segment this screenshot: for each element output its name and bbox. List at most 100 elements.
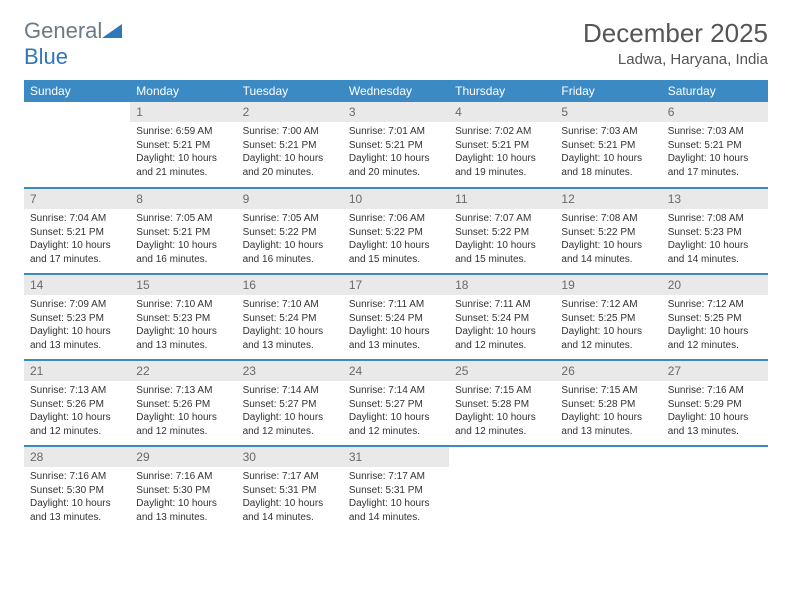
daylight-line: Daylight: 10 hours and 13 minutes. [349,325,443,352]
daylight-line: Daylight: 10 hours and 12 minutes. [455,411,549,438]
sunset-line: Sunset: 5:21 PM [349,139,443,153]
sunset-line: Sunset: 5:28 PM [561,398,655,412]
sunrise-line: Sunrise: 7:06 AM [349,212,443,226]
calendar-day-cell: 12Sunrise: 7:08 AMSunset: 5:22 PMDayligh… [555,188,661,274]
calendar-empty-cell [449,446,555,532]
daylight-line: Daylight: 10 hours and 17 minutes. [668,152,762,179]
daylight-line: Daylight: 10 hours and 13 minutes. [561,411,655,438]
page-title: December 2025 [583,18,768,49]
daylight-line: Daylight: 10 hours and 14 minutes. [668,239,762,266]
daylight-line: Daylight: 10 hours and 12 minutes. [136,411,230,438]
logo: General Blue [24,18,122,70]
day-details: Sunrise: 7:03 AMSunset: 5:21 PMDaylight:… [662,122,768,185]
day-number: 13 [662,189,768,209]
sunset-line: Sunset: 5:21 PM [455,139,549,153]
day-number: 27 [662,361,768,381]
sunset-line: Sunset: 5:21 PM [668,139,762,153]
sunset-line: Sunset: 5:22 PM [243,226,337,240]
sunset-line: Sunset: 5:21 PM [561,139,655,153]
day-details: Sunrise: 7:08 AMSunset: 5:22 PMDaylight:… [555,209,661,272]
day-number: 18 [449,275,555,295]
daylight-line: Daylight: 10 hours and 17 minutes. [30,239,124,266]
sunrise-line: Sunrise: 7:10 AM [136,298,230,312]
sunset-line: Sunset: 5:23 PM [30,312,124,326]
daylight-line: Daylight: 10 hours and 15 minutes. [455,239,549,266]
sunset-line: Sunset: 5:28 PM [455,398,549,412]
sunrise-line: Sunrise: 7:05 AM [243,212,337,226]
sunrise-line: Sunrise: 7:04 AM [30,212,124,226]
day-details: Sunrise: 7:03 AMSunset: 5:21 PMDaylight:… [555,122,661,185]
day-details: Sunrise: 7:00 AMSunset: 5:21 PMDaylight:… [237,122,343,185]
sunrise-line: Sunrise: 7:13 AM [30,384,124,398]
daylight-line: Daylight: 10 hours and 14 minutes. [561,239,655,266]
calendar-day-cell: 1Sunrise: 6:59 AMSunset: 5:21 PMDaylight… [130,102,236,188]
day-number: 5 [555,102,661,122]
sunset-line: Sunset: 5:30 PM [30,484,124,498]
daylight-line: Daylight: 10 hours and 20 minutes. [243,152,337,179]
sunset-line: Sunset: 5:31 PM [349,484,443,498]
daylight-line: Daylight: 10 hours and 16 minutes. [136,239,230,266]
sunrise-line: Sunrise: 7:07 AM [455,212,549,226]
sunset-line: Sunset: 5:27 PM [349,398,443,412]
day-details: Sunrise: 7:14 AMSunset: 5:27 PMDaylight:… [343,381,449,444]
sunset-line: Sunset: 5:26 PM [30,398,124,412]
calendar-day-cell: 31Sunrise: 7:17 AMSunset: 5:31 PMDayligh… [343,446,449,532]
day-details: Sunrise: 7:11 AMSunset: 5:24 PMDaylight:… [449,295,555,358]
sunrise-line: Sunrise: 6:59 AM [136,125,230,139]
daylight-line: Daylight: 10 hours and 13 minutes. [668,411,762,438]
sunset-line: Sunset: 5:27 PM [243,398,337,412]
sunrise-line: Sunrise: 7:12 AM [561,298,655,312]
day-number: 4 [449,102,555,122]
day-number: 10 [343,189,449,209]
day-number: 6 [662,102,768,122]
title-block: December 2025 Ladwa, Haryana, India [583,18,768,68]
daylight-line: Daylight: 10 hours and 12 minutes. [30,411,124,438]
sunset-line: Sunset: 5:30 PM [136,484,230,498]
sunrise-line: Sunrise: 7:16 AM [136,470,230,484]
day-details: Sunrise: 7:01 AMSunset: 5:21 PMDaylight:… [343,122,449,185]
sunrise-line: Sunrise: 7:01 AM [349,125,443,139]
calendar-day-cell: 13Sunrise: 7:08 AMSunset: 5:23 PMDayligh… [662,188,768,274]
day-details: Sunrise: 7:09 AMSunset: 5:23 PMDaylight:… [24,295,130,358]
daylight-line: Daylight: 10 hours and 16 minutes. [243,239,337,266]
daylight-line: Daylight: 10 hours and 13 minutes. [136,325,230,352]
calendar-day-cell: 19Sunrise: 7:12 AMSunset: 5:25 PMDayligh… [555,274,661,360]
calendar-day-cell: 7Sunrise: 7:04 AMSunset: 5:21 PMDaylight… [24,188,130,274]
day-number: 22 [130,361,236,381]
sunset-line: Sunset: 5:21 PM [136,139,230,153]
calendar-day-cell: 21Sunrise: 7:13 AMSunset: 5:26 PMDayligh… [24,360,130,446]
day-number: 20 [662,275,768,295]
daylight-line: Daylight: 10 hours and 12 minutes. [668,325,762,352]
sunrise-line: Sunrise: 7:17 AM [349,470,443,484]
day-number: 31 [343,447,449,467]
day-details: Sunrise: 7:02 AMSunset: 5:21 PMDaylight:… [449,122,555,185]
logo-word-1: General [24,18,102,43]
sunset-line: Sunset: 5:22 PM [455,226,549,240]
weekday-header: Tuesday [237,80,343,102]
day-number: 30 [237,447,343,467]
day-number: 14 [24,275,130,295]
calendar-week-row: 28Sunrise: 7:16 AMSunset: 5:30 PMDayligh… [24,446,768,532]
calendar-head: SundayMondayTuesdayWednesdayThursdayFrid… [24,80,768,102]
weekday-header: Sunday [24,80,130,102]
sunrise-line: Sunrise: 7:03 AM [668,125,762,139]
sunrise-line: Sunrise: 7:14 AM [349,384,443,398]
sunrise-line: Sunrise: 7:16 AM [668,384,762,398]
sunrise-line: Sunrise: 7:15 AM [455,384,549,398]
day-details: Sunrise: 7:08 AMSunset: 5:23 PMDaylight:… [662,209,768,272]
daylight-line: Daylight: 10 hours and 12 minutes. [561,325,655,352]
daylight-line: Daylight: 10 hours and 13 minutes. [30,497,124,524]
sunrise-line: Sunrise: 7:15 AM [561,384,655,398]
day-details: Sunrise: 7:16 AMSunset: 5:29 PMDaylight:… [662,381,768,444]
daylight-line: Daylight: 10 hours and 21 minutes. [136,152,230,179]
calendar-day-cell: 20Sunrise: 7:12 AMSunset: 5:25 PMDayligh… [662,274,768,360]
calendar-body: 1Sunrise: 6:59 AMSunset: 5:21 PMDaylight… [24,102,768,532]
sunset-line: Sunset: 5:23 PM [668,226,762,240]
calendar-day-cell: 25Sunrise: 7:15 AMSunset: 5:28 PMDayligh… [449,360,555,446]
logo-text: General Blue [24,18,122,70]
calendar-day-cell: 24Sunrise: 7:14 AMSunset: 5:27 PMDayligh… [343,360,449,446]
weekday-header: Wednesday [343,80,449,102]
calendar-day-cell: 9Sunrise: 7:05 AMSunset: 5:22 PMDaylight… [237,188,343,274]
calendar-empty-cell [24,102,130,188]
calendar-day-cell: 18Sunrise: 7:11 AMSunset: 5:24 PMDayligh… [449,274,555,360]
